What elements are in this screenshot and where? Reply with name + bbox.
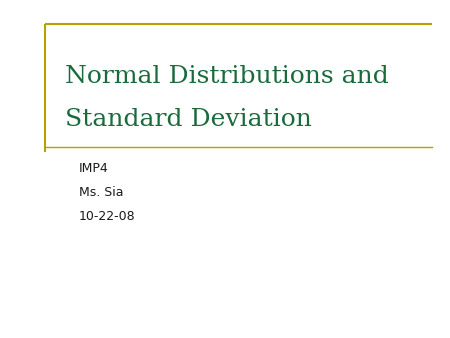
Text: Normal Distributions and: Normal Distributions and xyxy=(65,65,389,88)
Text: Ms. Sia: Ms. Sia xyxy=(79,186,123,199)
Text: IMP4: IMP4 xyxy=(79,163,108,175)
Text: Standard Deviation: Standard Deviation xyxy=(65,108,312,131)
Text: 10-22-08: 10-22-08 xyxy=(79,210,135,223)
